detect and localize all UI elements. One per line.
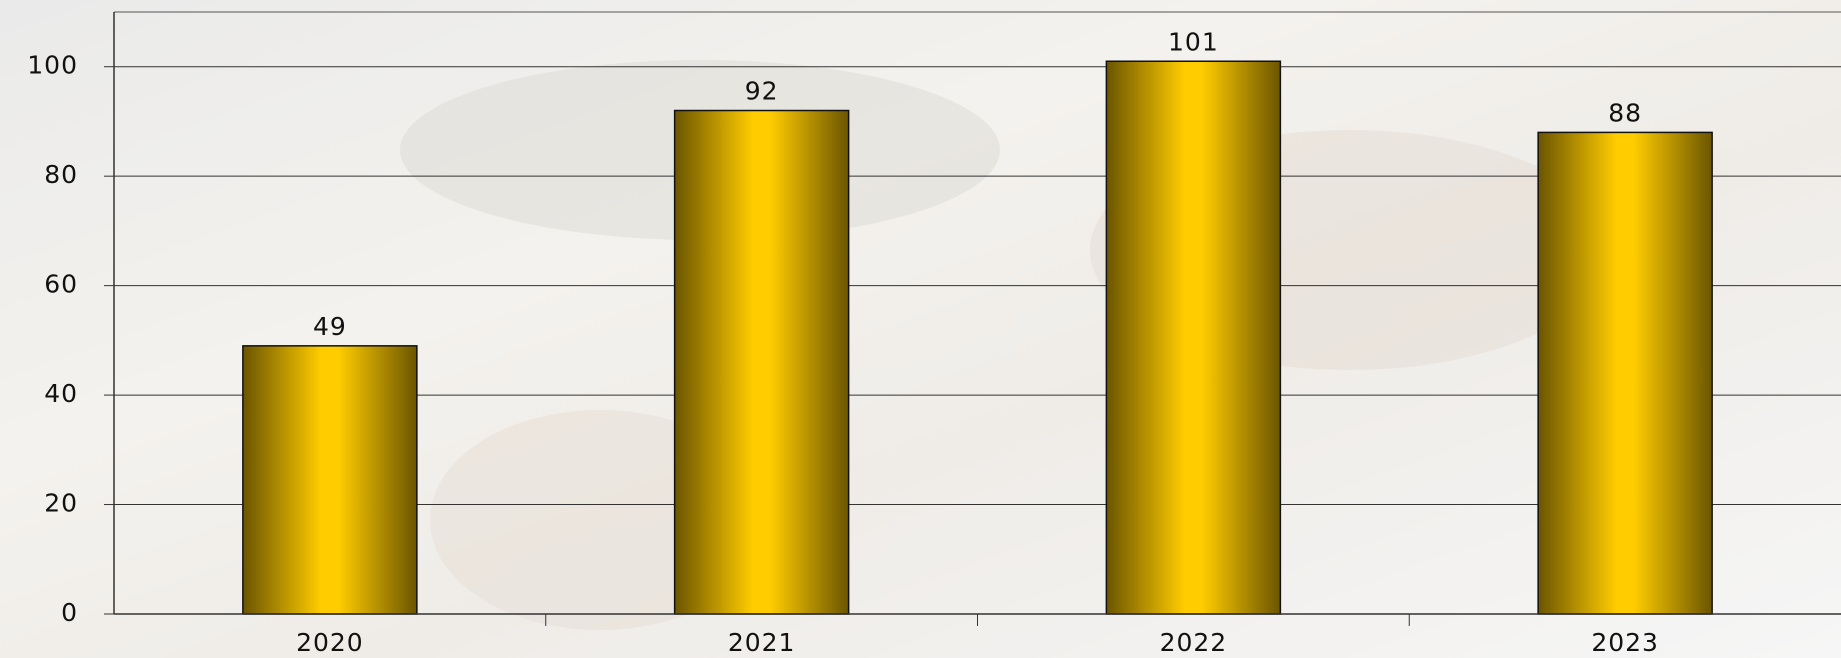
data-label: 92 (745, 77, 779, 106)
bar (1537, 131, 1713, 615)
bar (242, 345, 418, 615)
x-tick-label: 2022 (1160, 628, 1228, 657)
y-tick-label: 0 (61, 598, 78, 627)
y-tick-label: 60 (44, 270, 78, 299)
data-label: 88 (1608, 98, 1642, 127)
x-tick-label: 2023 (1591, 628, 1659, 657)
data-label: 101 (1168, 27, 1219, 56)
y-tick-label: 100 (27, 51, 78, 80)
x-tick-label: 2020 (296, 628, 364, 657)
bar (1105, 60, 1282, 615)
bar (673, 109, 850, 615)
x-tick-label: 2021 (728, 628, 796, 657)
y-tick-label: 80 (44, 160, 78, 189)
y-tick-label: 40 (44, 379, 78, 408)
data-label: 49 (313, 312, 347, 341)
y-tick-label: 20 (44, 489, 78, 518)
